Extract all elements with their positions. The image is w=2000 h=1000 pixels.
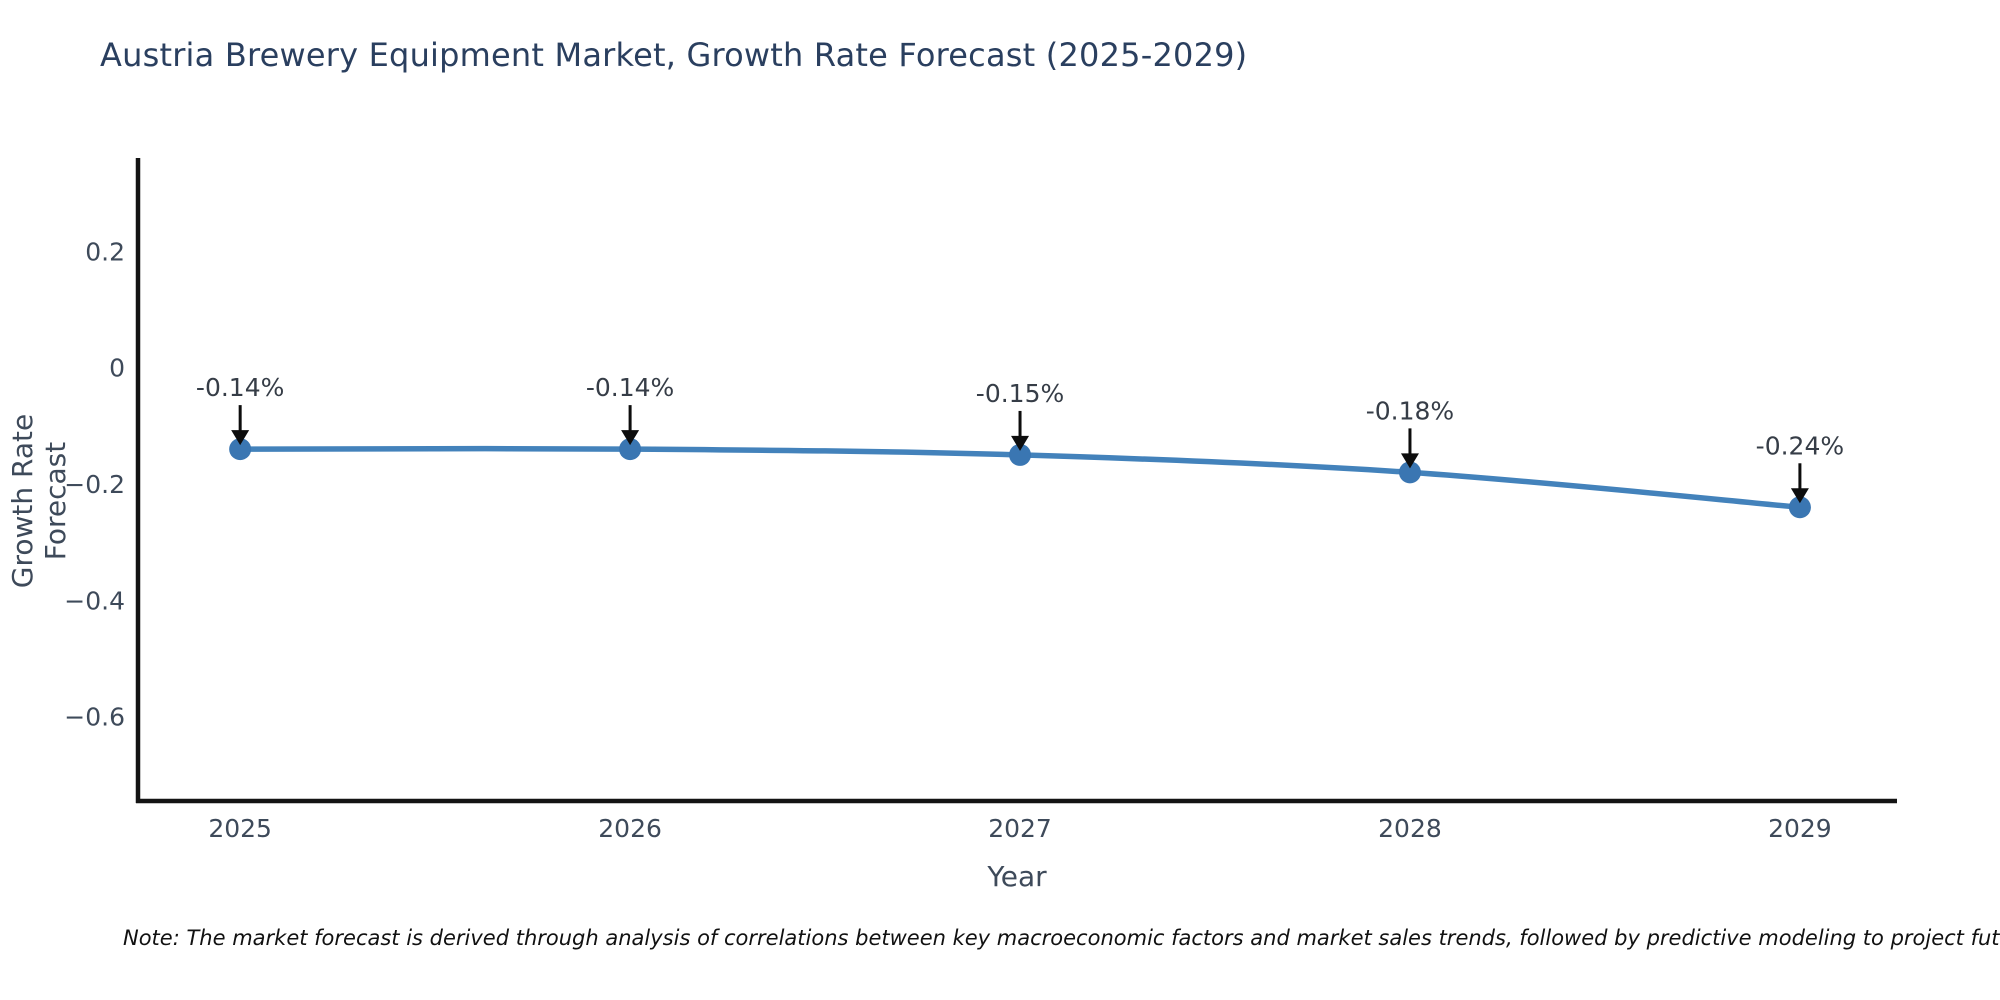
y-tick-label: −0.6 (64, 703, 125, 732)
data-point-marker (229, 438, 252, 461)
data-point-marker (1398, 461, 1421, 484)
y-tick-label: −0.4 (64, 586, 125, 615)
annotation-arrowhead-icon (621, 430, 640, 446)
x-tick-label: 2029 (1768, 814, 1832, 843)
data-point-label: -0.15% (976, 379, 1064, 408)
x-tick-label: 2025 (208, 814, 272, 843)
data-point-label: -0.18% (1366, 396, 1454, 425)
data-point-marker (1009, 443, 1032, 466)
y-tick-label: −0.2 (64, 470, 125, 499)
y-tick-label: 0.2 (85, 237, 125, 266)
data-point-label: -0.14% (196, 373, 284, 402)
chart-title: Austria Brewery Equipment Market, Growth… (100, 36, 1248, 74)
x-tick-label: 2026 (598, 814, 662, 843)
data-point-marker (619, 438, 642, 461)
y-tick-label: 0 (109, 354, 125, 383)
data-point-marker (1788, 496, 1811, 519)
x-axis-title: Year (987, 860, 1047, 893)
x-tick-label: 2028 (1378, 814, 1442, 843)
data-point-label: -0.14% (586, 373, 674, 402)
x-tick-label: 2027 (988, 814, 1052, 843)
annotation-arrowhead-icon (1400, 453, 1419, 469)
annotation-arrowhead-icon (231, 430, 250, 446)
annotation-arrowhead-icon (1011, 435, 1030, 451)
data-point-label: -0.24% (1756, 431, 1844, 460)
footnote: Note: The market forecast is derived thr… (123, 926, 2000, 950)
annotation-arrowhead-icon (1790, 488, 1809, 504)
